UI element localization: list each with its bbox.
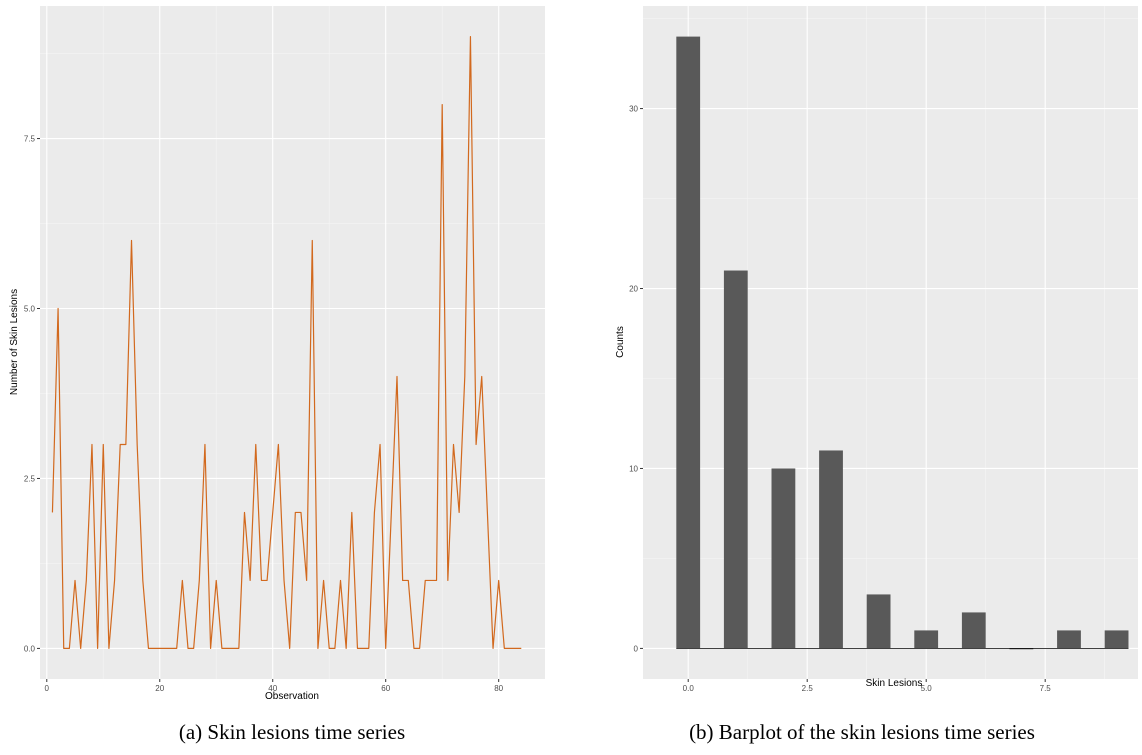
series-a	[51, 35, 522, 650]
bar	[866, 594, 891, 649]
y-axis-title-b: Counts	[615, 326, 626, 358]
bar	[723, 270, 748, 649]
bar	[676, 36, 701, 649]
x-axis-ticks-b: 0.0 2.5 5.0 7.5	[683, 679, 1052, 693]
y-axis-title-a: Number of Skin Lesions	[9, 289, 20, 395]
x-tick-label: 5.0	[921, 684, 933, 693]
bar	[1057, 630, 1081, 649]
y-tick-label: 0	[634, 644, 639, 653]
x-tick-label: 2.5	[802, 684, 814, 693]
x-tick-label: 20	[155, 684, 164, 693]
y-axis-ticks-b: 0 10 20 30	[629, 105, 643, 653]
x-tick-label: 40	[268, 684, 277, 693]
y-tick-label: 10	[629, 464, 638, 473]
x-axis-ticks-a: 0 20 40 60 80	[45, 679, 504, 693]
gridlines-a	[40, 6, 545, 679]
y-tick-label: 2.5	[24, 474, 36, 483]
y-tick-label: 30	[629, 105, 638, 114]
x-tick-label: 80	[494, 684, 503, 693]
x-axis-title-b: Skin Lesions	[866, 678, 923, 689]
bar	[819, 450, 843, 649]
x-tick-label: 0.0	[683, 684, 695, 693]
caption-a: (a) Skin lesions time series	[179, 720, 405, 744]
x-axis-title-a: Observation	[265, 691, 319, 702]
y-tick-label: 0.0	[24, 644, 36, 653]
y-axis-ticks-a: 0.0 2.5 5.0 7.5	[24, 135, 40, 653]
y-tick-label: 20	[629, 285, 638, 294]
bar	[1009, 648, 1034, 650]
plot-panel-b	[643, 6, 1138, 679]
x-tick-label: 0	[45, 684, 50, 693]
y-tick-label: 5.0	[24, 305, 36, 314]
y-tick-label: 7.5	[24, 135, 36, 144]
bar	[914, 630, 939, 649]
bar-chart-skin-lesions: 0.0 2.5 5.0 7.5 0 10 20 30 Skin Lesions Counts…	[615, 6, 1138, 744]
series-line	[51, 35, 522, 650]
bar	[771, 468, 796, 649]
line-chart-skin-lesions: 0 20 40 60 80 0.0 2.5 5.0 7.5 Observation Numbe…	[9, 6, 545, 744]
x-tick-label: 60	[381, 684, 390, 693]
x-tick-label: 7.5	[1040, 684, 1052, 693]
caption-b: (b) Barplot of the skin lesions time ser…	[689, 720, 1035, 744]
bar	[961, 612, 986, 649]
bars-b	[676, 36, 1129, 650]
bar	[1104, 630, 1129, 649]
